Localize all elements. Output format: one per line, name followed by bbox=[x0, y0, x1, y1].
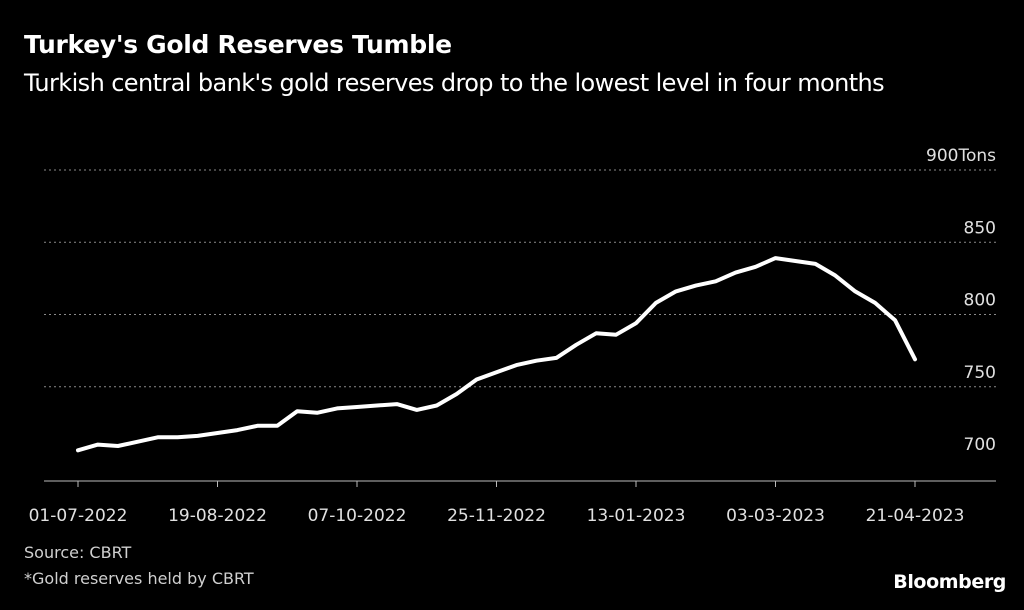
chart-subtitle: Turkish central bank's gold reserves dro… bbox=[24, 69, 885, 97]
x-tick-label: 03-03-2023 bbox=[726, 506, 825, 526]
x-tick-label: 21-04-2023 bbox=[866, 506, 965, 526]
y-tick-label: 900Tons bbox=[926, 146, 996, 166]
x-tick-label: 07-10-2022 bbox=[308, 506, 407, 526]
x-tick-label: 25-11-2022 bbox=[447, 506, 546, 526]
bloomberg-logo: Bloomberg bbox=[893, 571, 1006, 593]
y-tick-label: 800 bbox=[964, 291, 996, 311]
y-tick-label: 850 bbox=[964, 218, 996, 238]
line-chart: 700 750 800 850 900Tons 01-07-2022 19-08-2022 0… bbox=[29, 146, 997, 526]
x-tick-label: 19-08-2022 bbox=[168, 506, 267, 526]
chart-title: Turkey's Gold Reserves Tumble bbox=[24, 30, 452, 59]
source-note: Source: CBRT bbox=[24, 543, 132, 562]
footnote: *Gold reserves held by CBRT bbox=[24, 569, 254, 588]
y-tick-label: 700 bbox=[964, 435, 996, 455]
y-tick-label: 750 bbox=[964, 363, 996, 383]
x-tick-label: 13-01-2023 bbox=[587, 506, 686, 526]
x-tick-label: 01-07-2022 bbox=[29, 506, 128, 526]
series-line-gold-reserves bbox=[76, 256, 917, 453]
